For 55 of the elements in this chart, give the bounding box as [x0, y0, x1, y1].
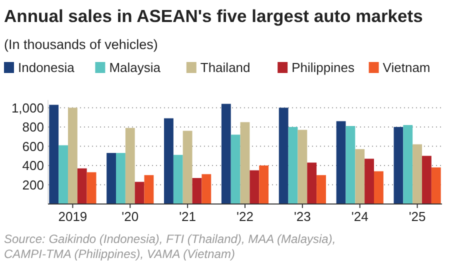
- bar: [364, 158, 374, 204]
- y-tick-label: 400: [22, 158, 44, 174]
- bar: [431, 167, 441, 204]
- bar: [134, 182, 144, 204]
- bar: [116, 152, 126, 204]
- bar: [49, 104, 59, 204]
- bar: [422, 156, 432, 204]
- bar: [298, 130, 308, 204]
- bar: [164, 118, 174, 204]
- x-tick-label: '25: [408, 209, 426, 224]
- y-tick-label: 600: [22, 138, 44, 154]
- bar: [77, 168, 87, 204]
- bar: [250, 170, 260, 204]
- bar: [403, 125, 413, 204]
- x-tick-label: 2019: [58, 209, 88, 224]
- chart-subtitle: (In thousands of vehicles): [4, 37, 158, 52]
- bar: [202, 174, 212, 204]
- legend-label: Indonesia: [18, 60, 76, 75]
- legend-label: Philippines: [292, 60, 355, 75]
- bar: [182, 130, 192, 204]
- y-tick-label: 800: [22, 120, 44, 135]
- x-tick-label: '21: [179, 209, 196, 224]
- y-tick-label: 1,000: [11, 100, 44, 116]
- bar: [259, 165, 269, 204]
- source-note: Source: Gaikindo (Indonesia), FTI (Thailand), MAA (Malaysia), CAMPI-TMA (Philippines), VAMA (Vietnam): [4, 232, 336, 261]
- bar: [316, 175, 326, 204]
- chart-title: Annual sales in ASEAN's five largest auto markets: [4, 6, 424, 26]
- bar: [412, 144, 422, 204]
- bar: [106, 152, 116, 204]
- y-tick-label: 200: [22, 177, 44, 192]
- bar: [355, 149, 365, 204]
- legend-label: Vietnam: [382, 60, 430, 75]
- bar: [125, 128, 135, 204]
- bar: [374, 171, 384, 204]
- bar: [86, 172, 96, 204]
- x-tick-label: '22: [236, 209, 254, 224]
- bar: [58, 145, 68, 204]
- legend-label: Thailand: [200, 60, 250, 75]
- bar: [278, 108, 288, 204]
- bar: [240, 122, 250, 204]
- bar: [307, 162, 317, 204]
- bar: [336, 121, 346, 204]
- x-tick-label: '23: [294, 209, 311, 224]
- bar: [394, 126, 404, 204]
- x-tick-label: '24: [351, 209, 368, 224]
- bar: [173, 154, 183, 204]
- bar: [221, 104, 231, 204]
- legend-label: Malaysia: [109, 60, 162, 75]
- bar: [288, 126, 298, 204]
- x-tick-label: '20: [122, 209, 139, 224]
- bar: [144, 175, 154, 204]
- bar: [68, 108, 78, 204]
- bar: [230, 134, 240, 204]
- bar: [192, 178, 202, 204]
- bar: [346, 126, 356, 204]
